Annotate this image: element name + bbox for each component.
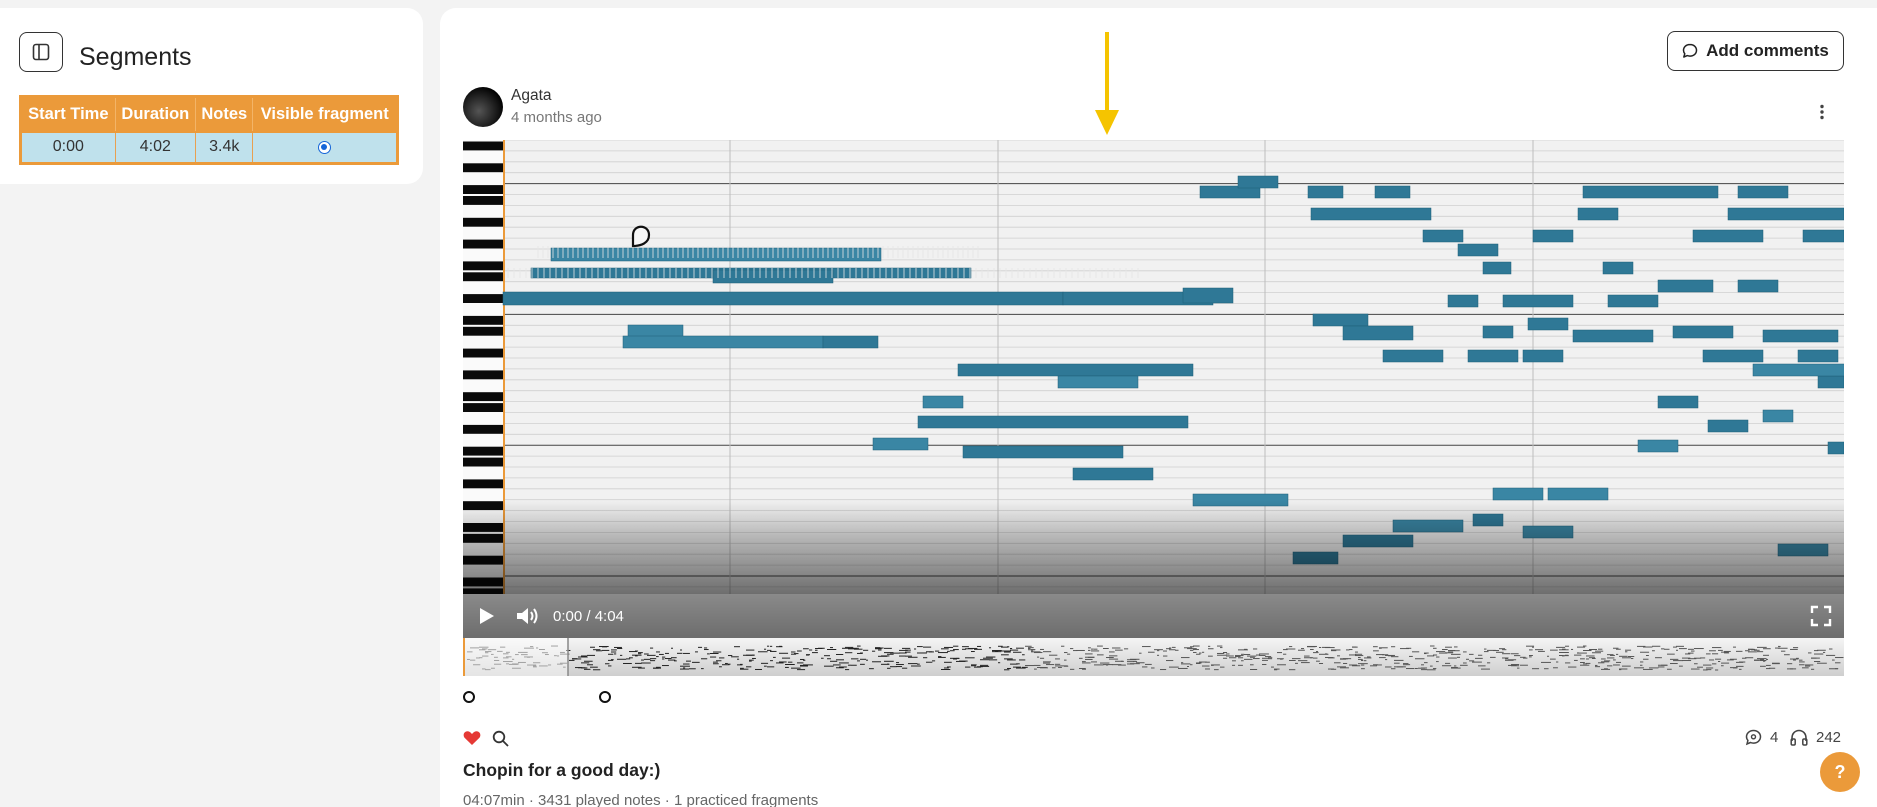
song-meta: 04:07min · 3431 played notes · 1 practic… <box>463 792 819 807</box>
piano-roll-canvas <box>463 140 1844 595</box>
table-row[interactable]: 0:00 4:02 3.4k <box>20 130 398 164</box>
range-end-handle[interactable] <box>599 691 611 703</box>
play-icon <box>480 608 494 624</box>
panel-title: Segments <box>79 43 192 71</box>
headphones-icon <box>1790 729 1808 746</box>
add-comments-button[interactable]: Add comments <box>1667 31 1844 71</box>
sidebar-toggle-button[interactable] <box>19 32 63 72</box>
more-options-icon[interactable] <box>1819 104 1825 120</box>
help-button[interactable]: ? <box>1820 752 1860 792</box>
avatar[interactable] <box>463 87 503 127</box>
sidebar-toggle-icon <box>32 43 50 61</box>
column-header-visible-fragment: Visible fragment <box>252 96 398 132</box>
column-header-start-time: Start Time <box>20 96 116 132</box>
play-button[interactable] <box>475 604 499 628</box>
timeline-minimap <box>463 638 1844 676</box>
recording-card: Add comments Agata 4 months ago 0:00 / 4… <box>440 8 1877 807</box>
column-header-duration: Duration <box>115 96 197 132</box>
comment-marker-icon[interactable] <box>631 225 651 248</box>
video-controls: 0:00 / 4:04 <box>463 594 1844 638</box>
post-time: 4 months ago <box>511 109 602 126</box>
volume-icon <box>517 608 538 624</box>
segments-table: Start Time Duration Notes Visible fragme… <box>19 95 399 165</box>
listens-count: 242 <box>1816 729 1842 746</box>
notes-cell: 3.4k <box>195 130 254 164</box>
comments-stat: 4 <box>1745 729 1778 746</box>
fullscreen-icon[interactable] <box>1810 605 1832 627</box>
listens-stat: 242 <box>1790 729 1841 746</box>
heart-icon[interactable] <box>463 730 481 746</box>
visible-fragment-radio[interactable] <box>318 140 332 154</box>
song-title[interactable]: Chopin for a good day:) <box>463 760 661 780</box>
volume-button[interactable] <box>515 604 541 628</box>
search-icon[interactable] <box>492 730 509 747</box>
comment-icon <box>1682 43 1698 58</box>
time-display: 0:00 / 4:04 <box>553 607 624 625</box>
arrow-down-icon <box>1095 32 1119 135</box>
start-time-cell: 0:00 <box>20 130 116 164</box>
piano-roll-view[interactable] <box>463 140 1844 595</box>
visible-fragment-cell <box>252 130 398 164</box>
comments-count-icon <box>1745 729 1762 746</box>
segments-panel: Segments Start Time Duration Notes Visib… <box>0 8 423 184</box>
range-start-handle[interactable] <box>463 691 475 703</box>
duration-cell: 4:02 <box>115 130 197 164</box>
column-header-notes: Notes <box>195 96 254 132</box>
author-name[interactable]: Agata <box>511 87 552 104</box>
add-comments-label: Add comments <box>1706 41 1829 60</box>
comments-count: 4 <box>1770 729 1779 746</box>
timeline-overview[interactable] <box>463 638 1844 676</box>
